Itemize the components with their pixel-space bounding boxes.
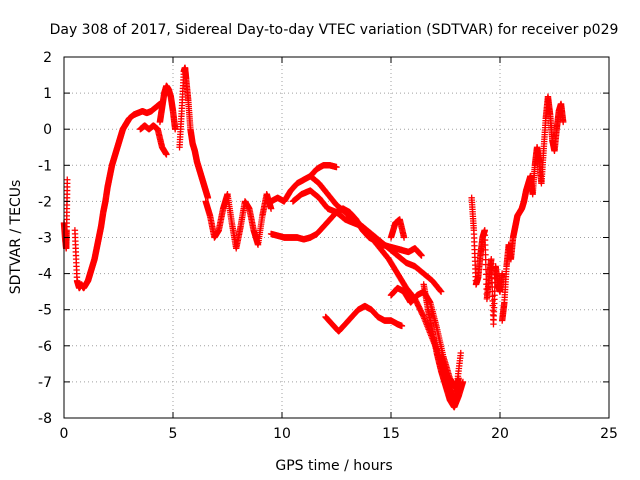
series-arc2 <box>71 100 164 292</box>
y-tick-label: -7 <box>38 375 52 391</box>
x-tick-labels: 0 5 10 15 20 25 <box>60 426 618 442</box>
y-tick-label: -1 <box>38 158 52 174</box>
x-tick-label: 15 <box>382 426 400 442</box>
y-tick-label: -4 <box>38 267 52 283</box>
series-arc3 <box>156 82 179 133</box>
data-point <box>457 349 464 357</box>
data-point <box>560 118 567 126</box>
y-tick-label: 0 <box>43 122 52 138</box>
series-arc16 <box>498 172 534 324</box>
data-point <box>400 234 408 241</box>
series-arc14 <box>387 216 408 241</box>
series-arc13 <box>387 284 464 393</box>
chart-title: Day 308 of 2017, Sidereal Day-to-day VTE… <box>50 22 619 38</box>
y-tick-label: -8 <box>38 411 52 427</box>
data-point <box>398 322 406 330</box>
y-tick-label: -2 <box>38 194 52 210</box>
series-arc1 <box>60 176 71 252</box>
x-axis-label: GPS time / hours <box>275 458 392 474</box>
data-point <box>171 126 179 133</box>
y-tick-label: -6 <box>38 339 52 355</box>
data-point <box>64 176 71 183</box>
y-tick-label: 1 <box>43 86 52 102</box>
data-point <box>333 163 340 171</box>
x-tick-label: 0 <box>60 426 69 442</box>
x-tick-label: 20 <box>491 426 509 442</box>
y-axis-label: SDTVAR / TECUs <box>8 180 24 295</box>
x-tick-label: 25 <box>600 426 618 442</box>
data-point <box>204 194 212 201</box>
data-point <box>267 205 275 212</box>
y-tick-label: -3 <box>38 231 52 247</box>
data-point <box>437 288 445 295</box>
series-arc15 <box>468 194 506 328</box>
y-tick-label: -5 <box>38 303 52 319</box>
x-tick-label: 10 <box>273 426 291 442</box>
data-point <box>163 151 170 158</box>
series-arc5 <box>176 64 212 201</box>
series-arc17 <box>527 93 567 198</box>
data-point <box>459 378 467 386</box>
y-tick-labels: 2 1 0 -1 -2 -3 -4 -5 -6 -7 -8 <box>38 50 52 427</box>
x-tick-label: 5 <box>169 426 178 442</box>
y-tick-label: 2 <box>43 50 52 66</box>
axes <box>63 56 610 419</box>
series-arc4 <box>137 122 170 158</box>
data-point <box>418 252 425 259</box>
series-arc6 <box>202 190 275 252</box>
series-arc9 <box>289 187 445 295</box>
series-arc12 <box>322 302 406 335</box>
data-marks <box>60 64 567 411</box>
